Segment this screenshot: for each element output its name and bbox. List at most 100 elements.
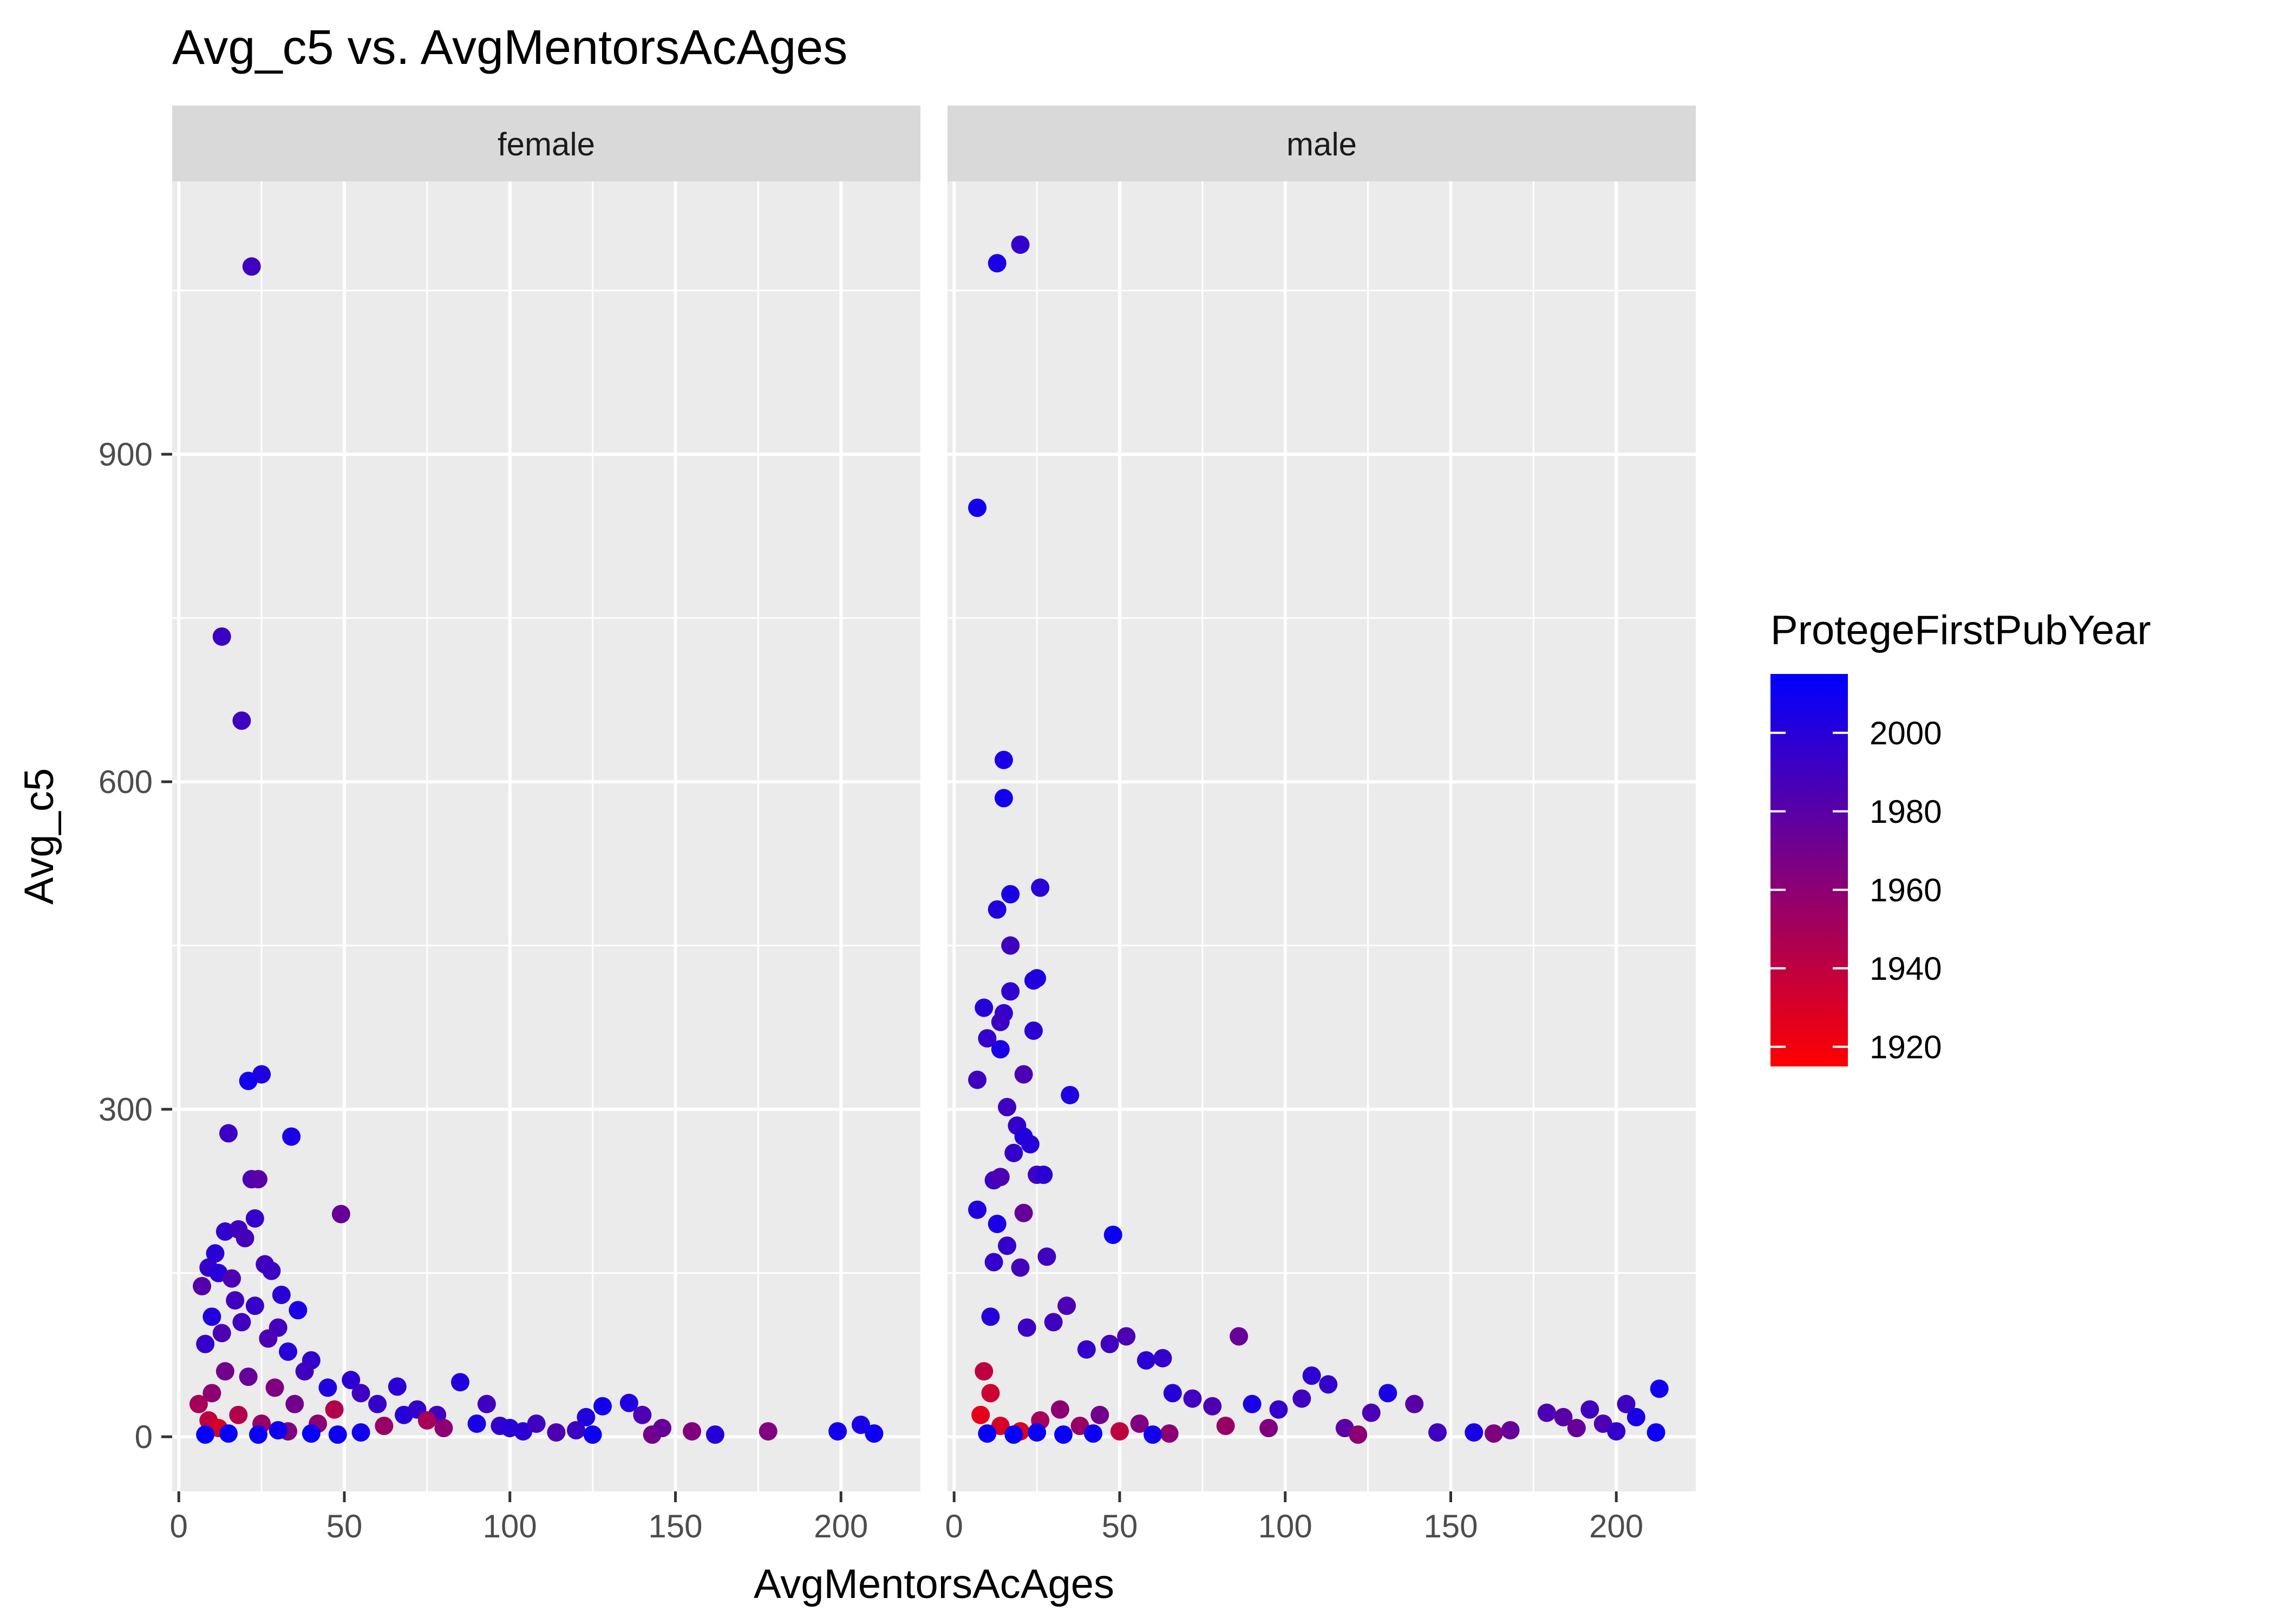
data-point — [547, 1423, 566, 1442]
x-axis-title: AvgMentorsAcAges — [754, 1561, 1114, 1607]
data-point — [981, 1384, 1000, 1403]
data-point — [1061, 1085, 1080, 1104]
data-point — [978, 1424, 997, 1443]
data-point — [1024, 1021, 1043, 1040]
data-point — [318, 1378, 337, 1397]
data-point — [259, 1329, 278, 1348]
data-point — [1084, 1424, 1103, 1443]
legend-tick-label: 2000 — [1870, 715, 1942, 751]
data-point — [1004, 1425, 1023, 1444]
data-point — [828, 1422, 847, 1441]
data-point — [1103, 1226, 1122, 1245]
data-point — [331, 1204, 350, 1223]
data-point — [272, 1286, 291, 1304]
chart-title: Avg_c5 vs. AvgMentorsAcAges — [172, 21, 847, 75]
data-point — [998, 1236, 1017, 1255]
data-point — [1428, 1423, 1447, 1442]
legend-ticks: 1920 1940 1960 1980 2000 — [1770, 715, 1942, 1065]
data-point — [282, 1127, 301, 1146]
data-point — [249, 1425, 267, 1444]
data-point — [351, 1384, 370, 1403]
legend-colorbar — [1770, 674, 1848, 1066]
data-point — [1349, 1425, 1368, 1444]
data-point — [994, 750, 1013, 769]
data-point — [619, 1393, 638, 1412]
data-point — [1077, 1340, 1096, 1359]
data-point — [1302, 1366, 1321, 1385]
x-tick-label: 200 — [1589, 1508, 1643, 1544]
strip-label-female: female — [498, 126, 595, 162]
data-point — [265, 1378, 284, 1397]
data-point — [202, 1384, 221, 1403]
data-point — [1001, 936, 1020, 955]
data-point — [968, 1070, 987, 1089]
x-tick-label: 0 — [945, 1508, 963, 1544]
y-axis: 0 300 600 900 — [99, 436, 172, 1455]
data-point — [215, 1362, 234, 1381]
data-point — [328, 1425, 347, 1444]
data-point — [994, 789, 1013, 808]
data-point — [1011, 1258, 1030, 1277]
data-point — [1024, 971, 1043, 990]
data-point — [1484, 1424, 1503, 1443]
strip-label-male: male — [1286, 126, 1357, 162]
data-point — [467, 1414, 486, 1433]
data-point — [239, 1071, 258, 1090]
data-point — [984, 1253, 1003, 1272]
data-point — [1050, 1400, 1069, 1419]
panel-male-background — [948, 181, 1696, 1491]
data-point — [1130, 1414, 1149, 1433]
y-tick-label: 900 — [99, 436, 153, 473]
data-point — [1028, 1423, 1047, 1442]
data-point — [633, 1405, 652, 1424]
data-point — [1292, 1389, 1311, 1408]
data-point — [567, 1421, 586, 1440]
data-point — [705, 1425, 724, 1444]
data-point — [202, 1307, 221, 1326]
data-point — [1031, 878, 1050, 897]
data-point — [1580, 1400, 1599, 1419]
data-point — [1090, 1405, 1109, 1424]
data-point — [1259, 1419, 1278, 1438]
data-point — [193, 1276, 212, 1295]
data-point — [653, 1419, 672, 1438]
data-point — [1004, 1143, 1023, 1162]
data-point — [1537, 1403, 1556, 1422]
data-point — [239, 1367, 258, 1386]
data-point — [219, 1424, 238, 1443]
data-point — [1014, 1203, 1033, 1222]
panel-female: female 0 50 100 150 200 — [170, 106, 920, 1544]
data-point — [219, 1124, 238, 1143]
data-point — [991, 1040, 1010, 1059]
data-point — [1567, 1419, 1586, 1438]
data-point — [295, 1362, 314, 1381]
panel-female-gridlines — [172, 181, 920, 1491]
data-point — [968, 1200, 987, 1219]
data-point — [593, 1397, 612, 1416]
data-point — [1021, 1135, 1040, 1154]
data-point — [1465, 1423, 1484, 1442]
panel-male: male 0 50 100 150 200 — [945, 106, 1696, 1544]
data-point — [1626, 1407, 1645, 1426]
data-point — [289, 1301, 308, 1320]
data-point — [1362, 1403, 1381, 1422]
data-point — [1243, 1394, 1262, 1413]
data-point — [1554, 1407, 1573, 1426]
data-point — [1034, 1165, 1053, 1184]
panel-male-x-axis: 0 50 100 150 200 — [945, 1491, 1643, 1544]
data-point — [1501, 1421, 1520, 1440]
x-tick-label: 200 — [814, 1508, 868, 1544]
data-point — [232, 711, 251, 730]
data-point — [1057, 1296, 1076, 1315]
panel-female-points — [189, 257, 884, 1444]
data-point — [375, 1417, 394, 1435]
data-point — [236, 1229, 254, 1248]
data-point — [577, 1407, 596, 1426]
data-point — [279, 1342, 298, 1361]
x-tick-label: 50 — [326, 1508, 363, 1544]
data-point — [1230, 1327, 1249, 1346]
data-point — [302, 1424, 321, 1443]
data-point — [1405, 1394, 1424, 1413]
data-point — [1044, 1313, 1063, 1332]
data-point — [1014, 1065, 1033, 1084]
